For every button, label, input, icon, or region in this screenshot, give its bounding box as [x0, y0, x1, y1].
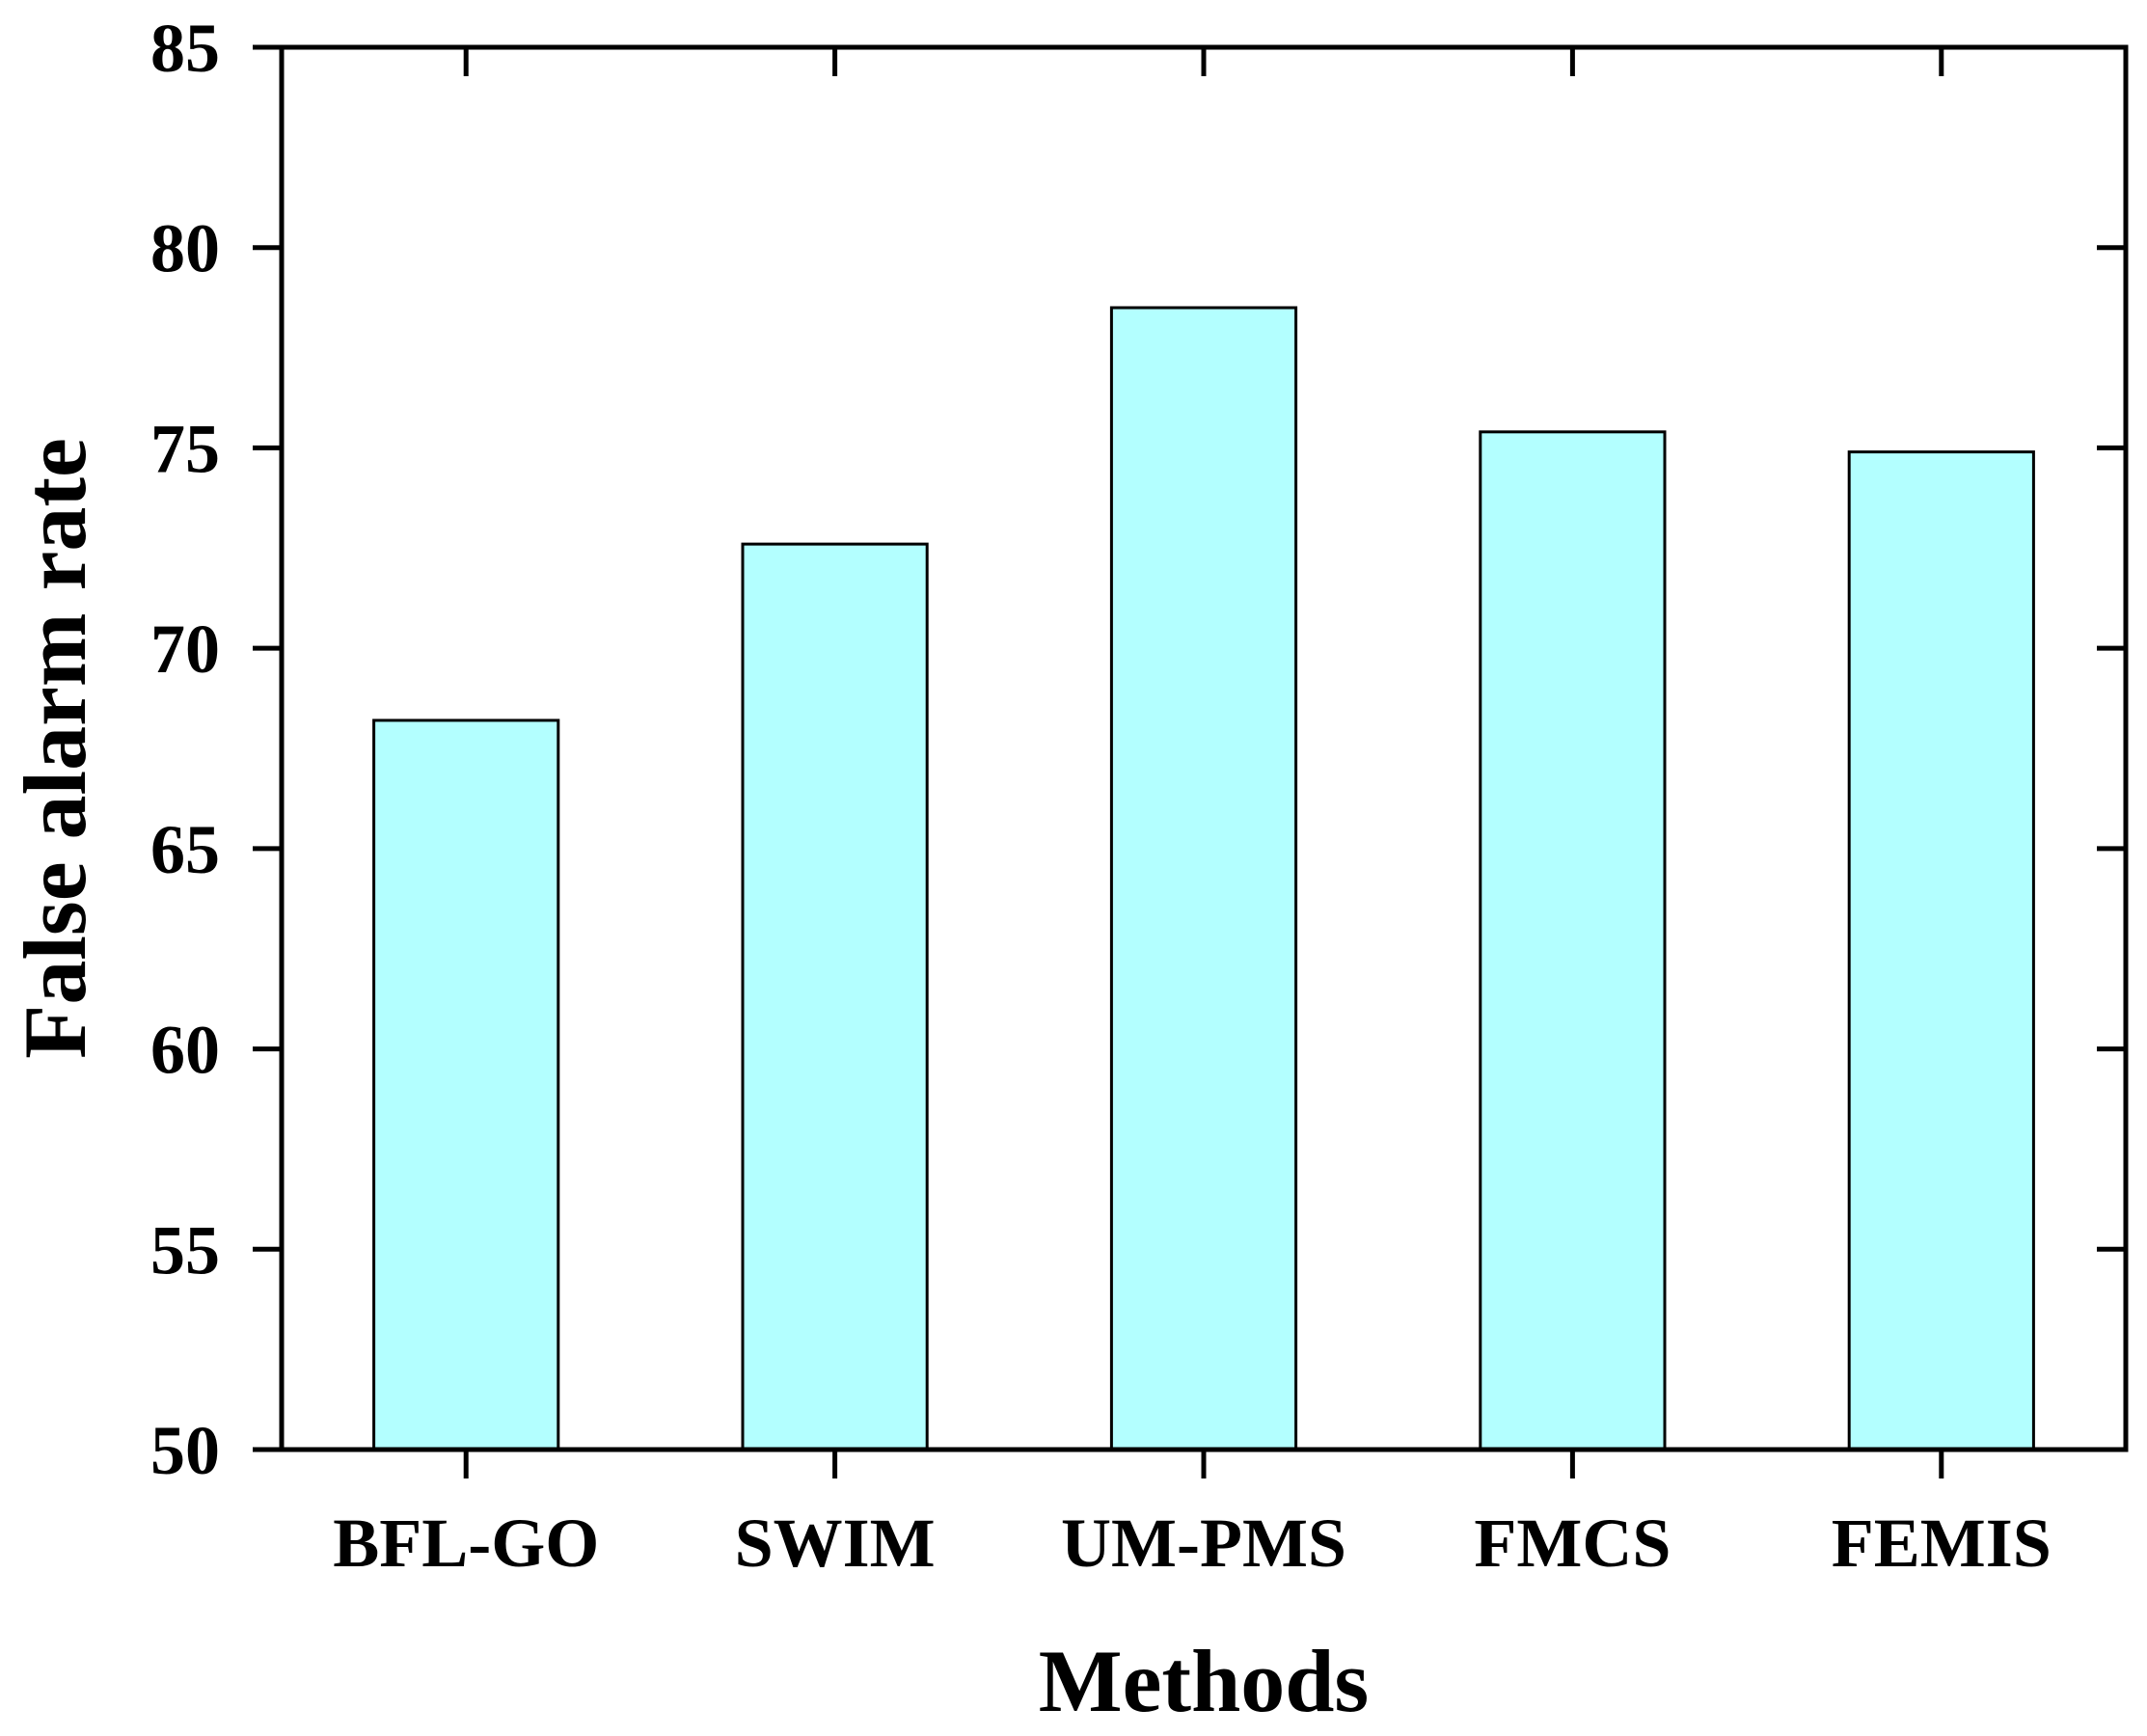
- bar-fmcs: [1479, 430, 1667, 1451]
- y-tick-labels: 50 55 60 65 70 75 80 85: [150, 10, 220, 1489]
- x-tick-label-swim: SWIM: [735, 1505, 936, 1582]
- bar-swim: [741, 542, 929, 1451]
- y-tick-label-85: 85: [150, 10, 220, 87]
- y-tick-label-50: 50: [150, 1412, 220, 1489]
- plot-frame: [279, 44, 2129, 1452]
- y-tick-label-55: 55: [150, 1211, 220, 1288]
- y-tick-label-65: 65: [150, 811, 220, 888]
- y-tick-label-60: 60: [150, 1012, 220, 1089]
- y-tick-label-70: 70: [150, 610, 220, 688]
- x-tick-label-femis: FEMIS: [1832, 1505, 2052, 1582]
- x-axis-title: Methods: [1039, 1632, 1369, 1730]
- bar-bfl-go: [372, 719, 560, 1451]
- x-tick-label-fmcs: FMCS: [1474, 1505, 1671, 1582]
- y-axis-title: False alarm rate: [6, 438, 104, 1059]
- x-tick-labels: BFL-GO SWIM UM-PMS FMCS FEMIS: [333, 1505, 2052, 1582]
- y-tick-label-75: 75: [150, 410, 220, 487]
- bar-um-pms: [1109, 306, 1298, 1451]
- bar-femis: [1847, 450, 2035, 1451]
- bars-layer: [372, 306, 2035, 1451]
- x-tick-label-um-pms: UM-PMS: [1061, 1505, 1346, 1582]
- y-tick-label-80: 80: [150, 210, 220, 287]
- x-tick-label-bfl-go: BFL-GO: [333, 1505, 599, 1582]
